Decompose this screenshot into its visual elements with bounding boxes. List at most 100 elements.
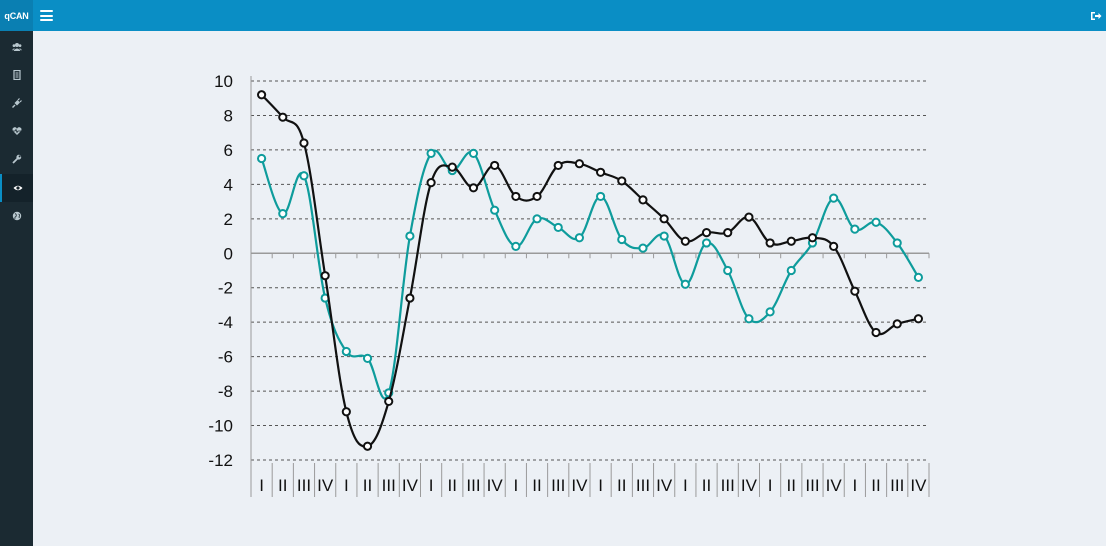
users-icon — [11, 43, 22, 51]
x-tick-label: I — [344, 476, 349, 495]
y-tick-label: 6 — [224, 141, 233, 160]
x-tick-label: II — [617, 476, 626, 495]
data-point — [701, 228, 712, 238]
main-content: 10 8 6 4 2 0 -2 -4 -6 -8 -10 -12 I II III IV I II III IV I II… — [33, 31, 1106, 546]
data-point — [871, 327, 881, 338]
sidebar-item-view[interactable] — [0, 174, 33, 202]
x-tick-label: III — [297, 476, 311, 495]
data-point — [786, 265, 796, 276]
sidebar-item-document[interactable] — [0, 61, 33, 89]
x-tick-label: IV — [910, 476, 927, 495]
data-point — [256, 153, 267, 164]
x-tick-label: III — [890, 476, 904, 495]
series-0 — [256, 90, 924, 451]
data-point — [532, 191, 542, 202]
data-point — [723, 228, 733, 238]
data-point — [384, 396, 394, 407]
data-point — [680, 236, 690, 246]
data-point — [256, 90, 267, 100]
x-tick-label: II — [448, 476, 457, 495]
y-tick-label: 4 — [224, 175, 233, 194]
x-tick-label: I — [429, 476, 434, 495]
wrench-icon — [11, 154, 21, 164]
data-point — [490, 205, 500, 215]
data-point — [786, 236, 796, 246]
sidebar-item-health[interactable] — [0, 117, 33, 145]
y-tick-label: 0 — [224, 244, 233, 263]
hamburger-line — [40, 10, 53, 12]
data-point — [278, 209, 288, 219]
x-tick-label: I — [768, 476, 773, 495]
x-tick-label: III — [805, 476, 819, 495]
plug-icon — [11, 98, 22, 108]
hamburger-line — [40, 19, 53, 21]
data-point — [850, 286, 860, 296]
x-tick-label: II — [278, 476, 287, 495]
x-tick-label: IV — [571, 476, 588, 495]
data-point — [829, 241, 839, 251]
data-point — [574, 159, 585, 169]
data-point — [913, 314, 924, 324]
sidebar — [0, 31, 33, 546]
data-point — [405, 293, 415, 303]
y-tick-label: 10 — [214, 72, 233, 91]
data-point — [405, 231, 415, 241]
series-1 — [256, 148, 924, 400]
data-point — [468, 183, 479, 193]
sidebar-item-plug[interactable] — [0, 89, 33, 117]
data-point — [659, 231, 669, 241]
data-point — [574, 233, 585, 243]
x-tick-label: III — [466, 476, 480, 495]
data-point — [595, 191, 606, 202]
y-tick-label: -4 — [218, 313, 233, 332]
eye-icon — [13, 185, 22, 191]
series-line — [260, 94, 919, 448]
data-point — [299, 138, 309, 148]
x-tick-label: IV — [826, 476, 843, 495]
data-point — [871, 217, 881, 227]
data-point — [511, 191, 521, 202]
data-point — [490, 160, 500, 171]
sign-out-icon[interactable] — [1090, 10, 1102, 22]
file-icon — [12, 70, 21, 80]
sidebar-item-globe[interactable] — [0, 202, 33, 230]
data-point — [701, 238, 712, 248]
x-tick-label: III — [721, 476, 735, 495]
data-point — [617, 234, 627, 245]
x-tick-label: III — [382, 476, 396, 495]
data-point — [659, 214, 669, 224]
x-tick-label: IV — [741, 476, 758, 495]
data-point — [723, 265, 733, 276]
y-tick-label: -6 — [218, 348, 233, 367]
sidebar-item-users[interactable] — [0, 33, 33, 61]
y-tick-label: -8 — [218, 382, 233, 401]
x-tick-label: IV — [317, 476, 334, 495]
data-point — [765, 238, 775, 248]
y-tick-label: 2 — [224, 210, 233, 229]
data-point — [426, 178, 436, 188]
data-point — [765, 307, 775, 317]
series-line — [260, 149, 920, 400]
x-tick-label: III — [551, 476, 565, 495]
data-point — [362, 353, 373, 363]
data-point — [553, 222, 563, 233]
data-point — [468, 148, 479, 158]
data-point — [892, 319, 902, 329]
data-point — [595, 167, 606, 177]
data-point — [850, 224, 860, 234]
data-point — [617, 176, 627, 186]
data-point — [913, 272, 924, 282]
x-tick-label: II — [702, 476, 711, 495]
x-tick-label: I — [513, 476, 518, 495]
sidebar-item-settings[interactable] — [0, 145, 33, 173]
x-tick-label: I — [598, 476, 603, 495]
hamburger-icon[interactable] — [40, 9, 53, 22]
data-point — [553, 160, 563, 171]
x-tick-label: II — [871, 476, 880, 495]
app-logo[interactable]: qCAN — [0, 0, 33, 31]
x-tick-label: I — [852, 476, 857, 495]
data-point — [638, 243, 648, 253]
data-point — [638, 195, 648, 205]
hamburger-line — [40, 14, 53, 17]
